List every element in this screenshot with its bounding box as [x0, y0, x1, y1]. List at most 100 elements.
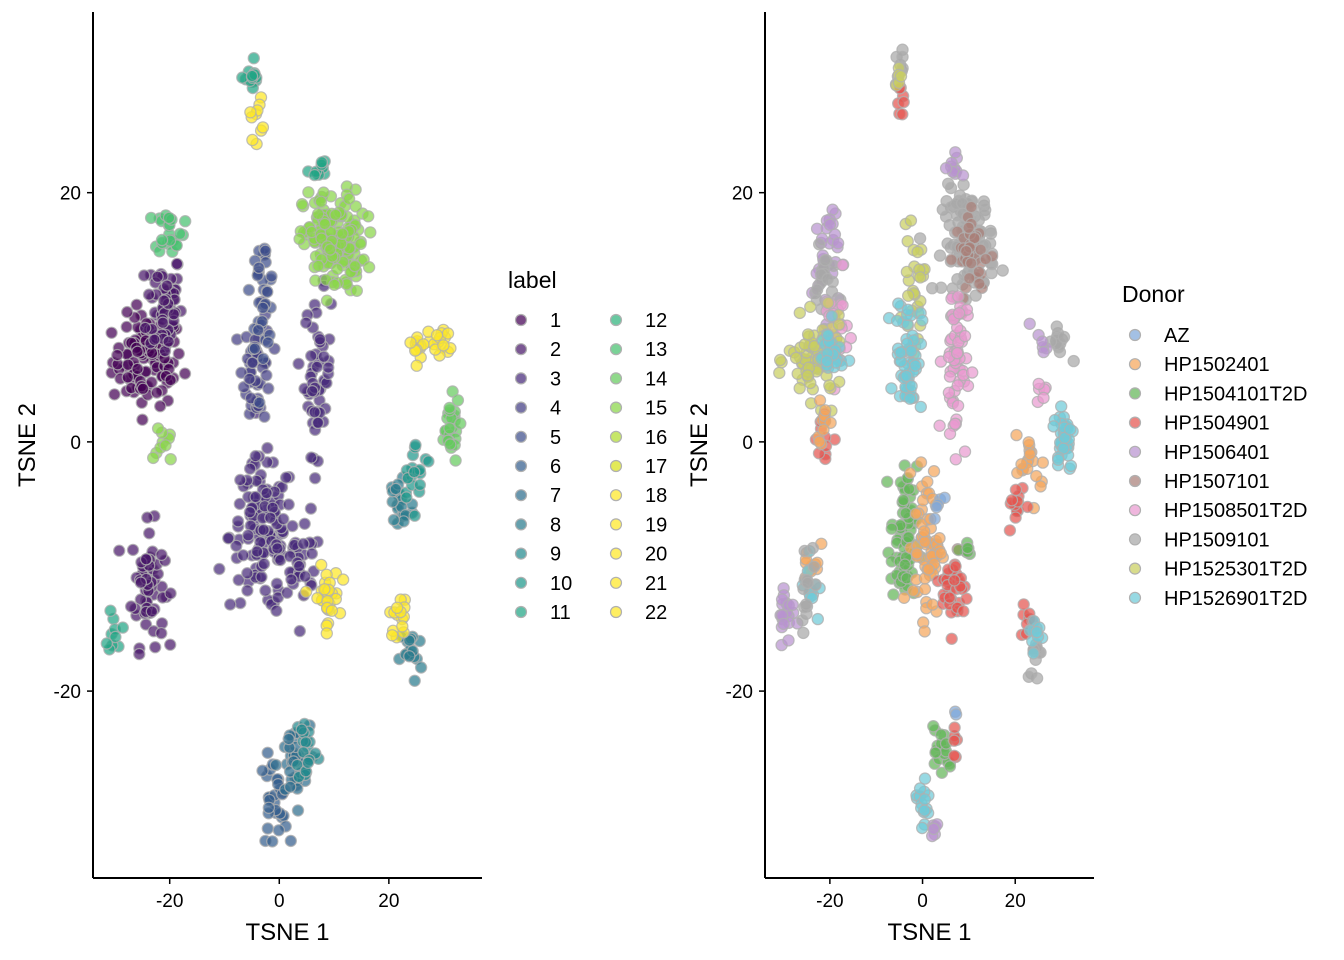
- data-point: [943, 370, 957, 383]
- data-point: [441, 327, 455, 340]
- data-point: [900, 369, 913, 383]
- data-point: [261, 336, 275, 349]
- data-point: [387, 513, 401, 527]
- data-point: [311, 207, 325, 221]
- data-point: [806, 541, 820, 555]
- data-point: [933, 419, 946, 432]
- data-point: [909, 359, 922, 372]
- legend-entry-label: 6: [550, 456, 561, 478]
- data-point: [400, 491, 413, 504]
- data-point: [914, 400, 928, 414]
- data-point: [336, 573, 350, 586]
- data-point: [318, 217, 331, 231]
- data-point: [934, 547, 948, 560]
- legend-entry-label: 11: [550, 602, 571, 624]
- y-tick-label: -20: [726, 682, 753, 703]
- data-point: [1021, 500, 1034, 514]
- data-point: [979, 252, 992, 266]
- data-point: [949, 453, 963, 466]
- data-point: [804, 300, 817, 313]
- legend-swatch: [1128, 416, 1142, 429]
- data-point: [966, 366, 979, 379]
- data-point: [302, 186, 315, 199]
- legend-entry-label: HP1506401: [1164, 442, 1270, 464]
- data-point: [1034, 480, 1047, 493]
- legend-swatch: [514, 489, 528, 502]
- data-point: [414, 661, 428, 674]
- data-point: [918, 625, 931, 638]
- legend-swatch: [609, 518, 623, 531]
- data-point: [173, 227, 187, 240]
- data-point: [270, 604, 283, 618]
- legend-swatch: [609, 459, 623, 473]
- data-point: [408, 674, 421, 688]
- data-point: [105, 326, 118, 339]
- y-tick-label: 20: [732, 184, 753, 205]
- x-tick-label: 0: [917, 891, 928, 912]
- data-point: [800, 598, 813, 611]
- data-point: [929, 746, 942, 759]
- data-point: [939, 161, 953, 175]
- x-tick-label: 20: [378, 891, 399, 912]
- legend-swatch: [514, 401, 528, 414]
- data-point: [807, 560, 821, 574]
- data-point: [916, 314, 929, 327]
- data-point: [823, 218, 837, 231]
- data-point: [899, 507, 912, 520]
- data-point: [777, 617, 790, 631]
- data-point: [943, 427, 957, 440]
- data-point: [256, 301, 270, 314]
- data-point: [939, 210, 953, 223]
- data-point: [153, 400, 167, 413]
- data-point: [914, 271, 927, 284]
- data-point: [922, 563, 935, 576]
- data-point: [133, 647, 146, 661]
- data-point: [933, 532, 946, 545]
- data-point: [304, 502, 318, 515]
- data-point: [444, 438, 457, 451]
- data-point: [1036, 456, 1050, 469]
- data-point: [264, 511, 277, 524]
- data-point: [892, 297, 905, 310]
- scatter-panel-2: -20 0 20 -20 0 20 TSNE 1 TSNE 2 Donor AZ HP1502401…: [686, 12, 1307, 946]
- legend-entry-label: 7: [550, 485, 561, 507]
- data-point: [112, 544, 126, 557]
- data-point: [159, 439, 172, 452]
- data-point: [944, 181, 958, 195]
- data-point: [813, 237, 826, 251]
- data-point: [308, 406, 321, 419]
- data-point: [259, 584, 272, 597]
- data-point: [142, 527, 156, 540]
- data-point: [918, 582, 932, 596]
- data-point: [261, 441, 274, 455]
- data-point: [317, 350, 330, 363]
- x-tick-label: 0: [274, 891, 285, 912]
- data-point: [314, 195, 328, 208]
- data-point: [1051, 453, 1065, 466]
- data-point: [301, 756, 315, 769]
- legend-entry-label: HP1526901T2D: [1164, 588, 1307, 610]
- data-point: [139, 553, 153, 566]
- data-point: [120, 320, 133, 334]
- data-point: [305, 547, 319, 560]
- data-point: [951, 379, 965, 392]
- legend-entry-label: 5: [550, 427, 561, 449]
- data-point: [247, 52, 260, 65]
- data-point: [948, 417, 962, 430]
- data-point: [897, 95, 910, 109]
- legend-swatch: [609, 605, 623, 619]
- data-point: [150, 386, 163, 399]
- legend-2: Donor AZ HP1502401 HP1504101T2D HP1504901 HP1…: [1122, 281, 1307, 610]
- legend-title: label: [508, 267, 557, 293]
- data-point: [904, 214, 918, 227]
- data-point: [817, 423, 830, 436]
- data-point: [272, 824, 285, 837]
- legend-swatch: [609, 313, 623, 327]
- data-point: [155, 233, 169, 247]
- data-point: [246, 133, 259, 147]
- data-point: [364, 226, 377, 239]
- legend-swatch: [1128, 474, 1142, 488]
- y-tick-label: 0: [742, 433, 753, 454]
- data-point: [241, 584, 254, 597]
- legend-swatch: [1128, 562, 1142, 575]
